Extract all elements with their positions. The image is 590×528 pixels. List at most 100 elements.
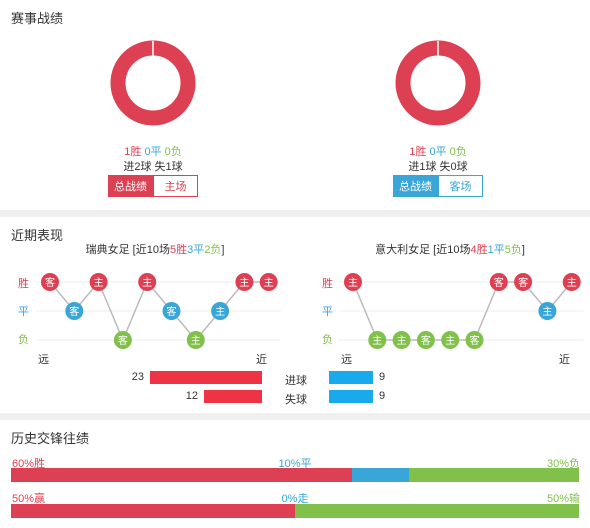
right-form-marker-2 [368,331,387,349]
left-goals-summary: 进2球 失1球 [123,161,183,173]
right-win-count: 1胜 [409,146,427,158]
left-form-point-2[interactable]: 客 [65,302,84,320]
left-draw-count: 0平 [144,146,162,158]
left-form-point-3[interactable]: 主 [89,273,108,291]
right-form-point-1[interactable]: 主 [344,273,362,291]
right-form-point-10[interactable]: 主 [562,273,581,291]
left-record-tabs: 总战绩 主场 [108,175,198,197]
left-x-near-label: 近 [256,354,267,366]
right-form-venue-7: 客 [494,276,504,289]
h2h-loss-bar [408,468,579,482]
h2h-handicap-loss-bar [295,504,579,518]
right-form-point-3[interactable]: 主 [392,331,411,349]
right-form-marker-9 [538,302,557,320]
right-form-venue-2: 主 [372,335,382,347]
left-form-point-9[interactable]: 主 [235,273,254,291]
right-tab-away[interactable]: 客场 [438,175,483,197]
left-form-marker-5 [138,273,157,291]
h2h-title: 历史交锋往绩 [11,431,90,446]
left-form-venue-1: 客 [45,276,55,289]
goals-for-label: 进球 [285,375,307,387]
left-form-header: 瑞典女足 [近10场5胜3平2负] [60,241,250,257]
left-form-marker-4 [113,331,132,349]
right-form-venue-1: 主 [348,277,358,289]
right-form-marker-4 [416,331,435,349]
left-form-draws: 3平 [187,244,205,256]
right-form-marker-3 [392,331,411,349]
right-goals-summary: 进1球 失0球 [408,161,468,173]
goals-against-right-bar [329,390,373,403]
left-form-point-8[interactable]: 主 [211,302,230,320]
right-summary-prefix: [近10场 [433,244,471,256]
left-tab-home[interactable]: 主场 [153,175,198,197]
recent-form-title: 近期表现 [11,228,64,243]
left-form-point-7[interactable]: 主 [186,331,205,349]
right-form-point-6[interactable]: 客 [465,331,484,349]
right-x-near-label: 近 [559,354,570,366]
h2h-handicap-win-label: 50%赢 [12,493,46,505]
left-form-venue-8: 主 [215,306,225,318]
left-form-marker-9 [235,273,254,291]
goals-against-left-value: 12 [185,390,198,402]
goals-against-label: 失球 [285,394,307,406]
h2h-draw-label: 10%平 [278,458,312,470]
left-form-chart: 客客主客主客主主主主 [36,273,281,349]
right-form-point-2[interactable]: 主 [368,331,387,349]
left-form-point-1[interactable]: 客 [41,273,59,291]
left-summary-prefix: [近10场 [132,244,170,256]
left-team-name: 瑞典女足 [85,244,130,256]
left-form-marker-10 [259,273,278,291]
right-form-point-8[interactable]: 客 [514,273,533,291]
left-form-point-5[interactable]: 主 [138,273,157,291]
left-form-marker-6 [162,302,181,320]
right-form-marker-5 [441,331,460,349]
right-form-point-5[interactable]: 主 [441,331,460,349]
left-form-venue-2: 客 [69,305,79,318]
h2h-handicap-push-label: 0%走 [281,493,309,505]
right-record-donut [395,40,481,126]
left-form-losses: 2负 [204,244,222,256]
h2h-loss-label: 30%负 [546,458,580,470]
right-y-loss-label: 负 [322,334,333,346]
left-form-marker-8 [211,302,230,320]
right-x-far-label: 远 [341,354,352,366]
right-form-point-4[interactable]: 客 [416,331,435,349]
right-form-venue-6: 客 [470,334,480,347]
right-y-win-label: 胜 [322,278,333,290]
right-tab-overall[interactable]: 总战绩 [393,175,438,197]
left-form-point-6[interactable]: 客 [162,302,181,320]
right-form-marker-6 [465,331,484,349]
left-form-point-10[interactable]: 主 [259,273,278,291]
left-summary-suffix: ] [221,244,225,256]
right-form-losses: 5负 [504,244,522,256]
goals-for-left-bar [150,371,262,384]
left-form-point-4[interactable]: 客 [113,331,132,349]
right-record-summary: 1胜 0平 0负 [395,143,481,159]
right-form-venue-9: 主 [542,306,552,318]
left-y-win-label: 胜 [18,278,29,290]
right-y-draw-label: 平 [322,306,333,318]
right-form-marker-8 [514,273,533,291]
left-form-venue-7: 主 [191,335,201,347]
left-form-venue-3: 主 [94,277,104,289]
right-form-point-9[interactable]: 主 [538,302,557,320]
right-team-name: 意大利女足 [375,244,431,256]
right-form-venue-10: 主 [567,277,577,289]
right-form-chart: 主主主客主客客 客主主 [339,273,584,349]
left-form-line [49,280,269,342]
goals-for-right-bar [329,371,373,384]
right-form-point-7[interactable]: 客 [489,273,508,291]
left-record-donut [110,40,196,126]
left-loss-count: 0负 [164,146,182,158]
left-win-count: 1胜 [124,146,142,158]
left-form-marker-2 [65,302,84,320]
h2h-handicap-loss-label: 50%输 [546,493,580,505]
left-x-far-label: 远 [38,354,49,366]
left-form-venue-10: 主 [264,277,274,289]
left-tab-overall[interactable]: 总战绩 [108,175,153,197]
left-y-draw-label: 平 [18,306,29,318]
h2h-win-label: 60%胜 [12,458,46,470]
left-form-marker-7 [186,331,205,349]
right-form-marker-10 [562,273,581,291]
goals-for-left-value: 23 [131,371,144,383]
